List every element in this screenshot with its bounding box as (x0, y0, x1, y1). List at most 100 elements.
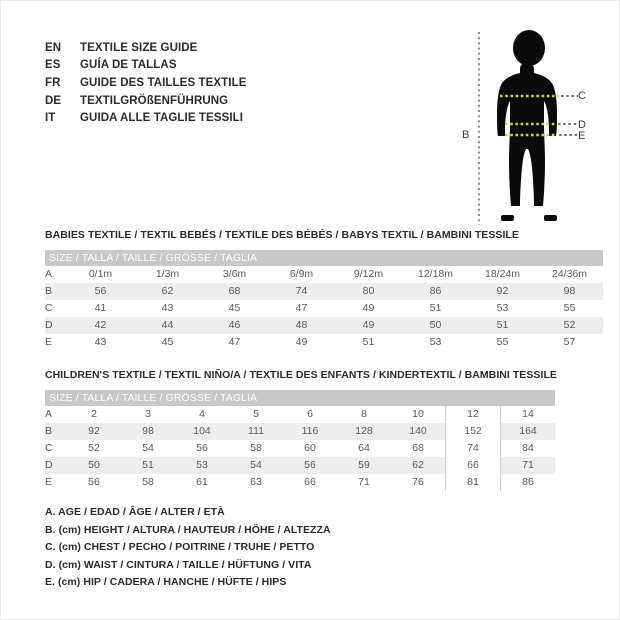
table-cell: 14 (500, 406, 555, 423)
table-cell: 81 (445, 474, 501, 491)
table-cell: 111 (229, 423, 283, 440)
table-cell: 66 (283, 474, 337, 491)
table-cell: 47 (201, 334, 268, 351)
table-cell: 84 (500, 440, 555, 457)
table-cell: 58 (121, 474, 175, 491)
table-cell: 140 (391, 423, 446, 440)
table-cell: 98 (536, 283, 603, 300)
table-cell: 3 (121, 406, 175, 423)
table-cell: 116 (283, 423, 337, 440)
table-cell: 54 (121, 440, 175, 457)
language-title: GUÍA DE TALLAS (80, 59, 177, 72)
table-cell: 52 (67, 440, 121, 457)
table-cell: 152 (445, 423, 501, 440)
row-key: D (45, 317, 67, 334)
table-cell: 71 (500, 457, 555, 474)
language-title: GUIDE DES TAILLES TEXTILE (80, 76, 247, 89)
row-key: C (45, 440, 67, 457)
figure-label-waist: D (578, 119, 586, 131)
language-title: GUIDA ALLE TAGLIE TESSILI (80, 112, 244, 125)
table-cell: 12/18m (402, 266, 469, 283)
table-cell: 43 (134, 300, 201, 317)
child-silhouette-icon (478, 30, 578, 225)
table-row: D 50 51 53 54 56 59 62 66 71 (45, 457, 555, 474)
figure-label-hip: E (578, 130, 586, 142)
table-cell: 53 (402, 334, 469, 351)
table-cell: 86 (402, 283, 469, 300)
language-code: ES (45, 59, 61, 72)
table-cell: 98 (121, 423, 175, 440)
table-cell: 56 (67, 283, 134, 300)
language-code: EN (45, 41, 62, 54)
table-cell: 43 (67, 334, 134, 351)
language-row: FR GUIDE DES TAILLES TEXTILE (45, 74, 345, 92)
table-cell: 1/3m (134, 266, 201, 283)
table-cell: 66 (445, 457, 501, 474)
table-cell: 57 (536, 334, 603, 351)
language-title-block: EN TEXTILE SIZE GUIDE ES GUÍA DE TALLAS FR GU… (45, 39, 345, 127)
table-row: E 56 58 61 63 66 71 76 81 86 (45, 474, 555, 491)
size-band-label: SIZE / TALLA / TAILLE / GRÖSSE / TAGLIA (45, 390, 555, 406)
table-row: C 41 43 45 47 49 51 53 55 (45, 300, 603, 317)
table-cell: 12 (445, 406, 501, 423)
language-row: ES GUÍA DE TALLAS (45, 57, 345, 75)
table-row: B 92 98 104 111 116 128 140 152 164 (45, 423, 555, 440)
table-row: C 52 54 56 58 60 64 68 74 84 (45, 440, 555, 457)
babies-section-title: BABIES TEXTILE / TEXTIL BEBÉS / TEXTILE … (45, 229, 519, 241)
table-cell: 44 (134, 317, 201, 334)
table-cell: 76 (391, 474, 446, 491)
row-key: E (45, 474, 67, 491)
table-cell: 51 (121, 457, 175, 474)
legend-item: D. (cm) WAIST / CINTURA / TAILLE / HÜFTU… (45, 558, 312, 571)
language-row: EN TEXTILE SIZE GUIDE (45, 39, 345, 57)
legend-item: E. (cm) HIP / CADERA / HANCHE / HÜFTE / … (45, 576, 287, 588)
table-row: A 0/1m 1/3m 3/6m 6/9m 9/12m 12/18m 18/24m 24/36m (45, 266, 603, 283)
table-cell: 104 (175, 423, 229, 440)
table-cell: 54 (229, 457, 283, 474)
table-cell: 55 (536, 300, 603, 317)
table-cell: 3/6m (201, 266, 268, 283)
row-key: E (45, 334, 67, 351)
table-band-row: SIZE / TALLA / TAILLE / GRÖSSE / TAGLIA (45, 390, 555, 406)
table-cell: 74 (445, 440, 501, 457)
table-cell: 41 (67, 300, 134, 317)
children-textile-section: CHILDREN'S TEXTILE / TEXTIL NIÑO/A / TEX… (45, 369, 557, 491)
table-cell: 63 (229, 474, 283, 491)
table-cell: 92 (67, 423, 121, 440)
table-cell: 51 (402, 300, 469, 317)
table-cell: 49 (268, 334, 335, 351)
silhouette-body (497, 30, 557, 221)
table-cell: 61 (175, 474, 229, 491)
table-cell: 2 (67, 406, 121, 423)
table-cell: 62 (391, 457, 446, 474)
table-cell: 68 (391, 440, 446, 457)
table-cell: 46 (201, 317, 268, 334)
row-key: A (45, 406, 67, 423)
table-cell: 45 (134, 334, 201, 351)
language-row: DE TEXTILGRÖßENFÜHRUNG (45, 92, 345, 110)
table-cell: 62 (134, 283, 201, 300)
table-cell: 47 (268, 300, 335, 317)
table-cell: 60 (283, 440, 337, 457)
table-cell: 68 (201, 283, 268, 300)
table-row: B 56 62 68 74 80 86 92 98 (45, 283, 603, 300)
babies-size-table: SIZE / TALLA / TAILLE / GRÖSSE / TAGLIA A… (45, 250, 603, 351)
table-cell: 71 (337, 474, 391, 491)
table-cell: 51 (335, 334, 402, 351)
table-row: D 42 44 46 48 49 50 51 52 (45, 317, 603, 334)
table-cell: 10 (391, 406, 446, 423)
body-measurement-figure: B C D E (453, 29, 613, 229)
row-key: C (45, 300, 67, 317)
row-key: A (45, 266, 67, 283)
table-cell: 59 (337, 457, 391, 474)
table-cell: 50 (402, 317, 469, 334)
table-cell: 6/9m (268, 266, 335, 283)
table-cell: 49 (335, 317, 402, 334)
measurement-legend: A. AGE / EDAD / ÂGE / ALTER / ETÀ B. (cm)… (45, 504, 331, 592)
table-cell: 74 (268, 283, 335, 300)
table-cell: 92 (469, 283, 536, 300)
table-row: E 43 45 47 49 51 53 55 57 (45, 334, 603, 351)
figure-label-chest: C (578, 90, 586, 102)
language-code: FR (45, 76, 61, 89)
table-cell: 8 (337, 406, 391, 423)
